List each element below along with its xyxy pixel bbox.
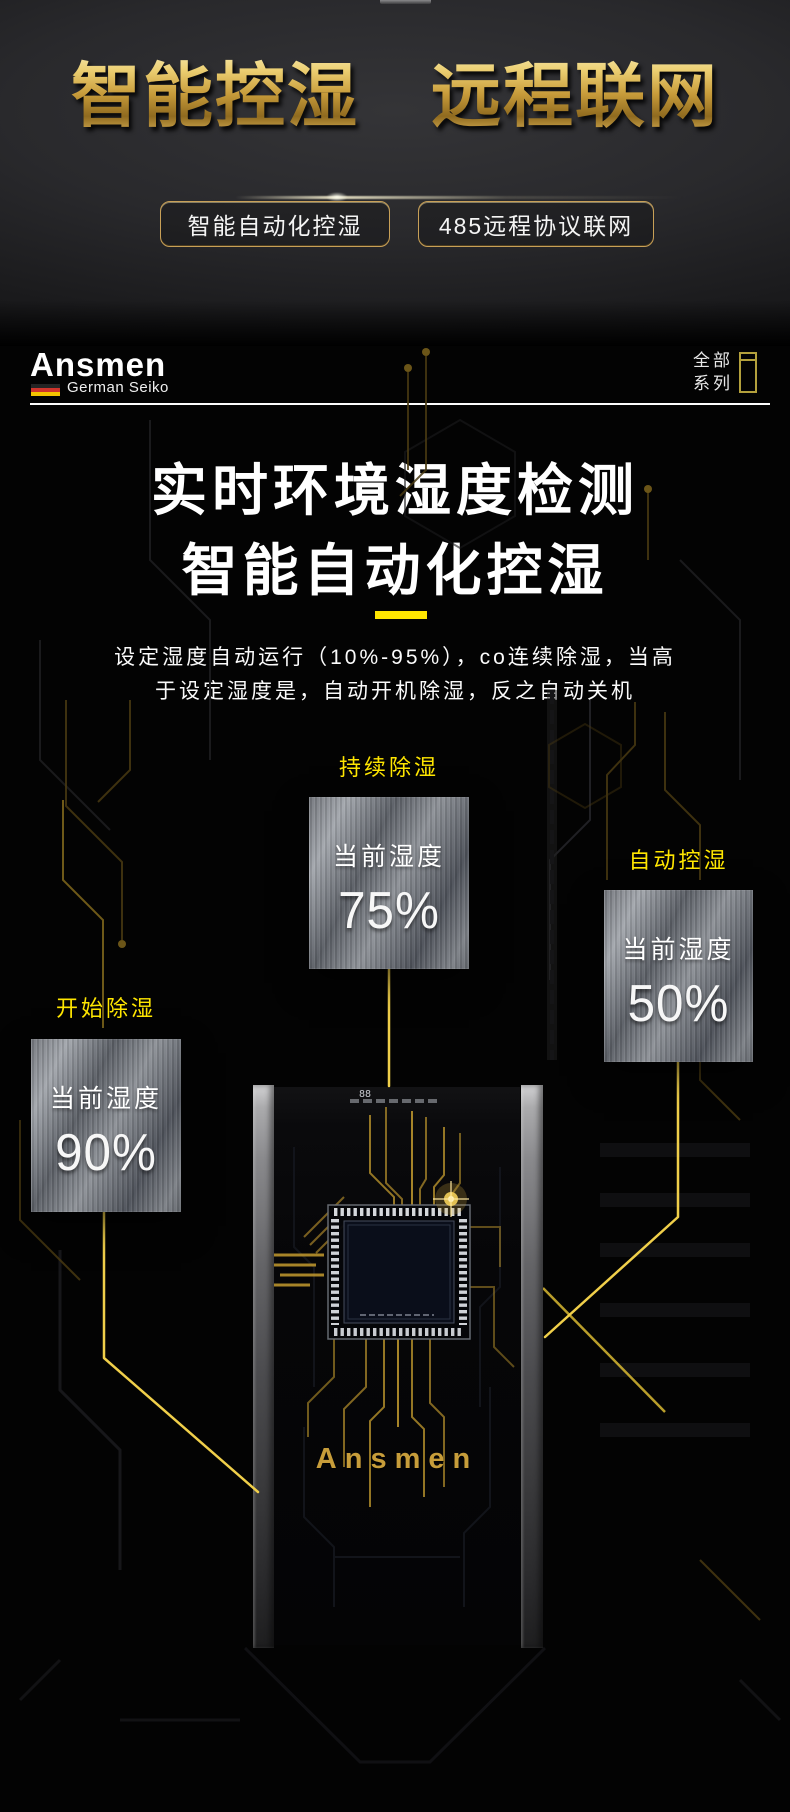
connector-auto xyxy=(543,1060,680,1339)
hero-badge-smart-control: 智能自动化控湿 xyxy=(160,201,390,247)
humidity-field-label: 当前湿度 xyxy=(332,843,445,871)
humidity-field-label: 当前湿度 xyxy=(622,936,735,964)
brand-logo: Ansmen xyxy=(30,346,167,383)
feature-description-line1: 设定湿度自动运行（10%-95%），co连续除湿，当高 xyxy=(114,646,676,669)
card-label-auto-control: 自动控湿 xyxy=(628,848,729,873)
cabinet-series-icon[interactable] xyxy=(739,352,757,393)
hero-section: 智能控湿 远程联网 智能自动化控湿 485远程协议联网 xyxy=(0,0,790,346)
card-label-start-dehumidify: 开始除湿 xyxy=(55,996,156,1021)
machine-brand-logo: Ansmen xyxy=(315,1443,479,1475)
feature-description-line2: 于设定湿度是，自动开机除湿，反之自动关机 xyxy=(155,680,635,703)
nav-all-series[interactable]: 全部 系列 xyxy=(693,349,733,395)
divider-rule xyxy=(30,403,770,405)
hero-bottom-fade xyxy=(0,300,790,346)
machine-led-display: 88 xyxy=(359,1089,371,1100)
gold-spark-icon xyxy=(433,1181,469,1217)
hero-title: 智能控湿 远程联网 xyxy=(0,50,790,142)
card-label-continuous-dehumidify: 持续除湿 xyxy=(338,755,439,780)
lens-flare-dot xyxy=(326,192,348,202)
lens-flare xyxy=(235,196,685,199)
humidity-card-start: 当前湿度 90% xyxy=(31,1039,181,1212)
machine-right-pillar xyxy=(521,1085,543,1648)
hero-badge-485-network: 485远程协议联网 xyxy=(418,201,654,247)
humidity-card-continuous: 当前湿度 75% xyxy=(309,797,469,969)
humidity-field-label: 当前湿度 xyxy=(49,1085,162,1113)
nav-all-series-line1: 全部 xyxy=(693,351,733,370)
brand-tagline: German Seiko xyxy=(67,379,169,396)
feature-heading-line1: 实时环境湿度检测 xyxy=(151,459,639,522)
circuit-chip-graphic: 88 xyxy=(274,1089,515,1607)
nav-all-series-line2: 系列 xyxy=(693,374,733,393)
humidity-value: 75% xyxy=(338,882,440,940)
feature-heading-line2: 智能自动化控湿 xyxy=(181,539,609,602)
top-notch xyxy=(380,0,431,4)
humidity-value: 50% xyxy=(627,975,730,1033)
connector-start xyxy=(102,1210,260,1494)
accent-underline-bar xyxy=(375,611,427,619)
humidity-card-auto: 当前湿度 50% xyxy=(604,890,753,1062)
machine-left-pillar xyxy=(253,1085,274,1648)
dehumidifier-product: 88 Ansmen xyxy=(253,1085,543,1648)
german-flag-icon xyxy=(31,384,60,396)
machine-front-panel: 88 Ansmen xyxy=(274,1087,520,1645)
humidity-value: 90% xyxy=(55,1124,157,1182)
